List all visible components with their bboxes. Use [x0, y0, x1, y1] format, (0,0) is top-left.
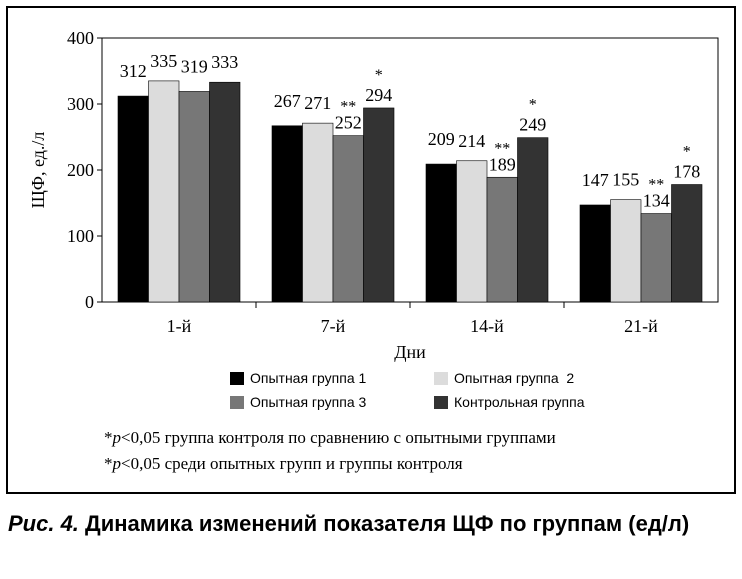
data-label: 335 [150, 51, 177, 71]
significance-mark: * [375, 67, 383, 84]
footnote-1-asterisk: * [104, 428, 113, 447]
legend-swatch-control [434, 395, 448, 409]
legend-item-group2: Опытная группа 2 [434, 370, 574, 386]
data-label: 214 [458, 131, 485, 151]
footnote-2-asterisk: * [104, 454, 113, 473]
significance-mark: * [683, 144, 691, 161]
data-label: 294 [365, 85, 392, 105]
bar [486, 176, 518, 303]
footnote-2: *p<0,05 среди опытных групп и группы кон… [104, 454, 463, 474]
caption-text: Динамика изменений показателя ЩФ по груп… [78, 511, 690, 536]
data-label: 312 [120, 61, 147, 81]
y-axis-title: ЩФ, ед./л [28, 132, 48, 209]
bar [302, 122, 334, 303]
data-label: 249 [519, 115, 546, 135]
bar [148, 80, 180, 303]
data-label: 147 [582, 170, 609, 190]
bar [271, 125, 303, 303]
footnote-1: *p<0,05 группа контроля по сравнению с о… [104, 428, 556, 448]
y-tick-label: 100 [67, 226, 94, 246]
y-tick-label: 0 [85, 292, 94, 312]
data-label: 155 [612, 170, 639, 190]
footnote-2-text: <0,05 среди опытных групп и группы контр… [121, 454, 463, 473]
bar [640, 213, 672, 303]
footnote-2-p: p [112, 454, 122, 473]
y-tick-label: 400 [67, 28, 94, 48]
bar [456, 160, 488, 303]
data-label: 134 [643, 191, 670, 211]
legend-item-control: Контрольная группа [434, 394, 584, 410]
legend-item-group1: Опытная группа 1 [230, 370, 366, 386]
data-label: 209 [428, 129, 455, 149]
caption-figure-label: Рис. 4. [8, 511, 79, 536]
y-tick-label: 200 [67, 160, 94, 180]
x-axis-title: Дни [394, 342, 426, 362]
y-tick-label: 300 [67, 94, 94, 114]
data-label: 178 [673, 162, 700, 182]
x-tick-label: 14-й [470, 316, 504, 336]
legend-swatch-group1 [230, 371, 244, 385]
legend-item-group3: Опытная группа 3 [230, 394, 366, 410]
x-tick-label: 7-й [321, 316, 346, 336]
bar [117, 95, 149, 303]
significance-mark: * [529, 97, 537, 114]
bar [579, 204, 611, 303]
data-label: 319 [181, 56, 208, 76]
data-label: 333 [211, 52, 238, 72]
significance-mark: ** [648, 177, 664, 194]
data-label: 267 [274, 91, 301, 111]
legend-label-control: Контрольная группа [454, 394, 585, 410]
legend-label-group1: Опытная группа 1 [250, 370, 367, 386]
data-label: 252 [335, 113, 362, 133]
legend-label-group3: Опытная группа 3 [250, 394, 367, 410]
data-label: 271 [304, 93, 331, 113]
bar [363, 107, 395, 303]
x-tick-label: 21-й [624, 316, 658, 336]
x-tick-label: 1-й [167, 316, 192, 336]
footnote-1-p: p [112, 428, 122, 447]
bar [178, 91, 210, 303]
legend-label-group2: Опытная группа 2 [454, 370, 575, 386]
legend-swatch-group2 [434, 371, 448, 385]
figure-frame: 0 100 200 300 400 ЩФ, ед./л 1-й 312 335 319 333 7-й… [6, 6, 736, 494]
footnote-1-text: <0,05 группа контроля по сравнению с опы… [121, 428, 556, 447]
bar [425, 163, 457, 303]
bar [332, 135, 364, 303]
data-label: 189 [489, 154, 516, 174]
significance-mark: ** [340, 99, 356, 116]
bar [610, 199, 642, 303]
bar [209, 81, 241, 303]
figure-caption: Рис. 4. Динамика изменений показателя ЩФ… [8, 508, 736, 540]
bar [671, 184, 703, 303]
bar [517, 137, 549, 303]
legend-swatch-group3 [230, 395, 244, 409]
significance-mark: ** [494, 140, 510, 157]
